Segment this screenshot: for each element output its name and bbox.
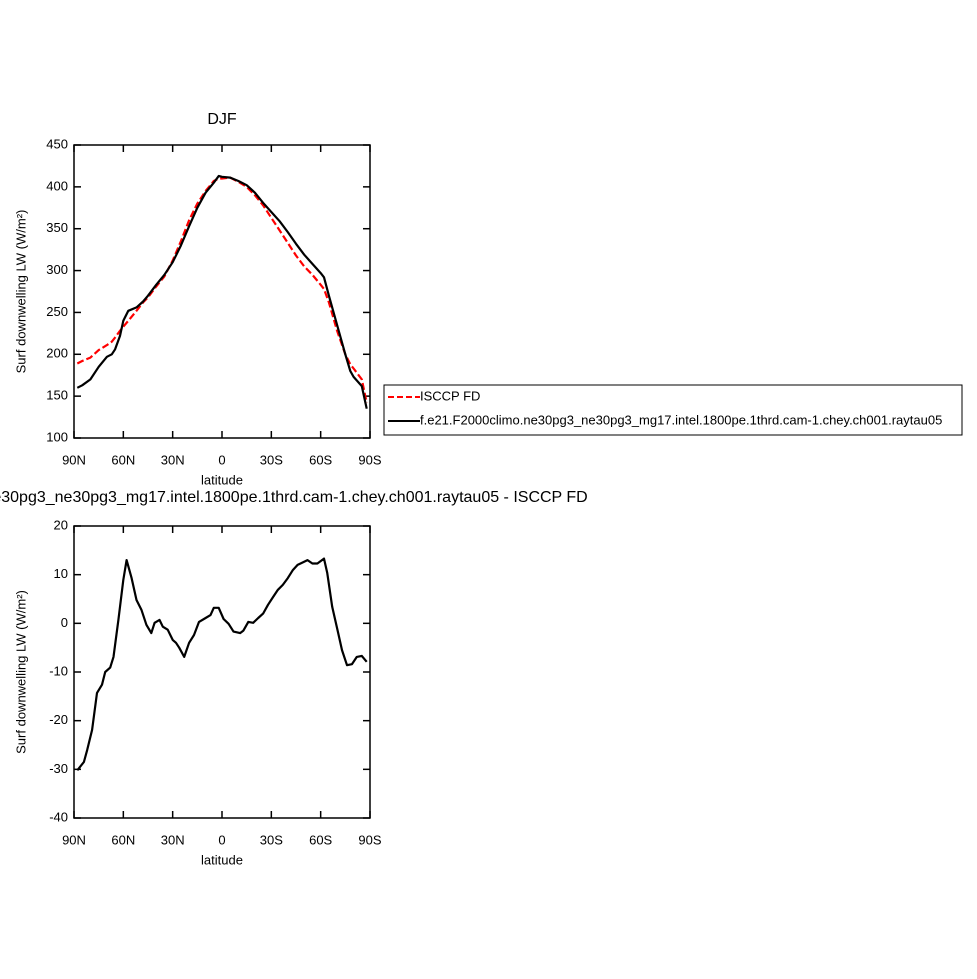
x-tick-label: 60S — [309, 452, 332, 467]
x-tick-label: 90N — [62, 452, 86, 467]
x-tick-label: 30S — [260, 832, 283, 847]
x-tick-label: 0 — [218, 832, 225, 847]
data-line — [76, 176, 368, 404]
y-tick-label: 350 — [46, 220, 68, 235]
y-tick-label: 10 — [54, 566, 68, 581]
y-tick-label: 20 — [54, 517, 68, 532]
x-tick-label: 30N — [161, 452, 185, 467]
x-tick-label: 60N — [111, 452, 135, 467]
data-line — [76, 557, 368, 771]
x-tick-label: 90S — [358, 832, 381, 847]
x-tick-label: 60S — [309, 832, 332, 847]
y-tick-label: 100 — [46, 429, 68, 444]
legend-label: f.e21.F2000climo.ne30pg3_ne30pg3_mg17.in… — [420, 412, 942, 427]
y-axis-label: Surf downwelling LW (W/m²) — [13, 590, 28, 754]
x-tick-label: 60N — [111, 832, 135, 847]
y-tick-label: 200 — [46, 346, 68, 361]
x-tick-label: 90S — [358, 452, 381, 467]
y-tick-label: 0 — [61, 615, 68, 630]
y-tick-label: -40 — [49, 809, 68, 824]
legend-box — [383, 384, 963, 436]
plot-frame — [73, 144, 371, 439]
plot-frame — [73, 525, 371, 819]
chart-title: f.e21.F2000climo.ne30pg3_ne30pg3_mg17.in… — [0, 489, 588, 506]
y-tick-label: -10 — [49, 663, 68, 678]
y-tick-label: 300 — [46, 262, 68, 277]
x-tick-label: 90N — [62, 832, 86, 847]
x-axis-label: latitude — [201, 472, 243, 487]
data-line — [76, 174, 368, 409]
y-tick-label: -20 — [49, 712, 68, 727]
legend-label: ISCCP FD — [420, 388, 480, 403]
x-tick-label: 0 — [218, 452, 225, 467]
x-axis-label: latitude — [201, 852, 243, 867]
y-tick-label: 150 — [46, 388, 68, 403]
y-tick-label: 400 — [46, 178, 68, 193]
x-tick-label: 30S — [260, 452, 283, 467]
chart-title: DJF — [207, 111, 237, 128]
y-tick-label: 450 — [46, 136, 68, 151]
y-tick-label: 250 — [46, 304, 68, 319]
x-tick-label: 30N — [161, 832, 185, 847]
y-tick-label: -30 — [49, 761, 68, 776]
y-axis-label: Surf downwelling LW (W/m²) — [13, 210, 28, 374]
